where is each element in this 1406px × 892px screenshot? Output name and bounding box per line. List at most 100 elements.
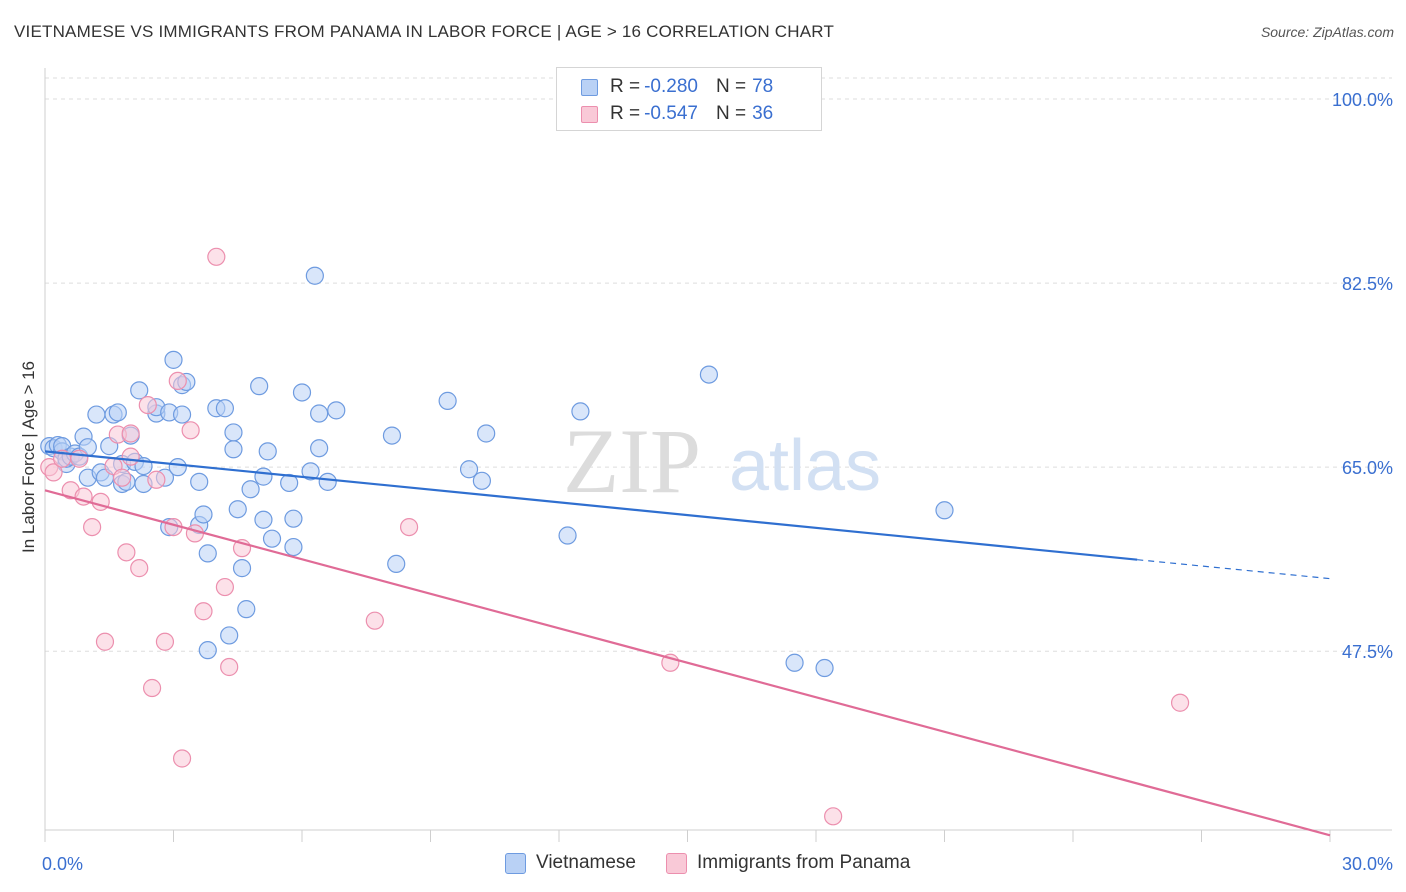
legend-row-panama: R = -0.547 N = 36 — [581, 101, 773, 127]
point-vietnamese — [258, 442, 277, 461]
point-vietnamese — [172, 405, 192, 424]
point-vietnamese — [310, 439, 329, 458]
y-tick-label: 47.5% — [1342, 642, 1393, 662]
point-vietnamese — [292, 383, 312, 402]
point-panama — [181, 421, 200, 440]
trend-extension-vietnamese — [1137, 559, 1331, 580]
point-vietnamese — [194, 505, 213, 524]
x-tick-label: 30.0% — [1342, 854, 1393, 874]
point-vietnamese — [232, 559, 252, 578]
point-vietnamese — [699, 365, 719, 384]
point-panama — [138, 395, 157, 415]
point-vietnamese — [215, 399, 234, 418]
point-vietnamese — [254, 510, 273, 529]
point-vietnamese — [785, 653, 804, 672]
point-vietnamese — [220, 626, 239, 645]
point-vietnamese — [198, 641, 217, 660]
point-panama — [207, 247, 226, 266]
point-panama — [220, 657, 239, 677]
point-panama — [399, 517, 419, 537]
point-vietnamese — [237, 600, 256, 619]
r-value: -0.280 — [644, 76, 698, 97]
legend-swatch-panama — [666, 852, 687, 874]
point-vietnamese — [438, 391, 457, 410]
point-panama — [130, 559, 149, 578]
point-vietnamese — [87, 405, 106, 424]
point-vietnamese — [250, 377, 269, 396]
point-vietnamese — [284, 509, 303, 528]
point-vietnamese — [262, 529, 282, 548]
point-vietnamese — [318, 472, 337, 491]
point-panama — [215, 577, 234, 597]
source-label: Source: ZipAtlas.com — [1260, 24, 1394, 40]
y-tick-label: 82.5% — [1342, 274, 1393, 294]
point-vietnamese — [935, 501, 954, 520]
point-panama — [185, 524, 205, 543]
point-vietnamese — [198, 544, 217, 563]
point-panama — [172, 749, 192, 768]
point-panama — [95, 632, 115, 651]
point-vietnamese — [459, 460, 479, 479]
watermark: ZIP atlas — [563, 410, 881, 512]
point-vietnamese — [108, 403, 127, 422]
point-panama — [147, 470, 166, 489]
tick-labels: 100.0% 82.5% 65.0% 47.5% 0.0% 30.0% — [42, 90, 1393, 874]
point-vietnamese — [190, 472, 209, 491]
point-vietnamese — [130, 381, 149, 400]
r-label: R = — [610, 103, 641, 124]
legend-swatch-vietnamese — [581, 78, 598, 96]
point-vietnamese — [815, 658, 834, 678]
point-vietnamese — [224, 423, 243, 442]
point-vietnamese — [284, 537, 303, 557]
point-panama — [365, 611, 384, 630]
axes — [44, 68, 1392, 842]
y-tick-label: 100.0% — [1332, 90, 1393, 110]
point-vietnamese — [558, 526, 577, 545]
legend-swatch-vietnamese — [505, 852, 526, 874]
point-panama — [168, 371, 187, 391]
point-vietnamese — [310, 404, 329, 423]
n-label: N = — [715, 76, 747, 97]
point-vietnamese — [477, 424, 496, 443]
point-vietnamese — [382, 426, 402, 445]
point-vietnamese — [472, 471, 491, 490]
point-panama — [117, 543, 136, 562]
trend-lines — [44, 450, 1331, 837]
point-panama — [112, 468, 132, 487]
point-vietnamese — [301, 462, 320, 481]
point-vietnamese — [164, 350, 183, 369]
point-vietnamese — [571, 402, 590, 421]
r-value: -0.547 — [644, 103, 698, 124]
watermark-atlas: atlas — [729, 426, 881, 506]
series-legend: Vietnamese Immigrants from Panama — [505, 852, 940, 874]
point-vietnamese — [327, 401, 346, 420]
point-panama — [824, 807, 843, 826]
n-value: 78 — [752, 76, 774, 97]
point-vietnamese — [254, 467, 273, 486]
legend-row-vietnamese: R = -0.280 N = 78 — [581, 74, 773, 100]
trend-line-panama — [44, 489, 1331, 837]
watermark-zip: ZIP — [563, 410, 701, 512]
chart-title: VIETNAMESE VS IMMIGRANTS FROM PANAMA IN … — [14, 22, 835, 41]
trend-line-vietnamese — [44, 450, 1138, 561]
point-panama — [70, 449, 89, 468]
n-value: 36 — [752, 103, 774, 124]
y-axis-label: In Labor Force | Age > 16 — [19, 361, 38, 553]
legend-item-vietnamese[interactable]: Vietnamese — [505, 852, 636, 874]
y-tick-label: 65.0% — [1342, 458, 1393, 478]
point-vietnamese — [305, 266, 324, 285]
n-label: N = — [715, 103, 747, 124]
point-panama — [44, 463, 63, 482]
legend-label-panama: Immigrants from Panama — [697, 852, 911, 873]
point-vietnamese — [168, 458, 187, 477]
point-panama — [121, 424, 140, 443]
point-vietnamese — [228, 500, 247, 519]
point-vietnamese — [280, 473, 299, 493]
legend-swatch-panama — [581, 105, 598, 123]
data-points — [40, 247, 1190, 826]
r-label: R = — [610, 76, 641, 97]
point-vietnamese — [241, 480, 260, 499]
legend-item-panama[interactable]: Immigrants from Panama — [666, 852, 910, 874]
correlation-legend: R = -0.280 N = 78 R = -0.547 N = 36 — [556, 67, 822, 131]
